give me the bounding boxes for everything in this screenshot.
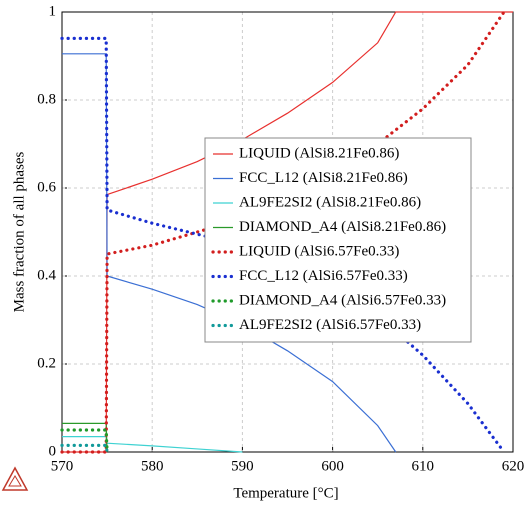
x-axis-label: Temperature [°C] [233, 485, 338, 501]
series-line [62, 422, 108, 453]
series-line [60, 443, 109, 454]
legend-box [204, 137, 472, 343]
x-tick-label: 590 [231, 458, 254, 474]
x-tick-label: 620 [502, 458, 525, 474]
series-line [60, 428, 109, 454]
legend-label: LIQUID (AlSi6.57Fe0.33) [239, 243, 399, 259]
legend-label: DIAMOND_A4 (AlSi6.57Fe0.33) [239, 292, 446, 308]
legend-label: AL9FE2SI2 (AlSi6.57Fe0.33) [239, 317, 421, 333]
series-line [60, 10, 506, 454]
legend-label: LIQUID (AlSi8.21Fe0.86) [239, 145, 399, 161]
y-tick-label: 0.8 [37, 91, 56, 107]
y-axis-label: Mass fraction of all phases [11, 151, 27, 312]
legend-label: FCC_L12 (AlSi8.21Fe0.86) [239, 170, 408, 186]
legend-label: AL9FE2SI2 (AlSi8.21Fe0.86) [239, 194, 421, 210]
x-tick-label: 600 [321, 458, 344, 474]
x-tick-label: 580 [141, 458, 164, 474]
legend-label: DIAMOND_A4 (AlSi8.21Fe0.86) [239, 219, 446, 235]
legend: LIQUID (AlSi8.21Fe0.86) FCC_L12 (AlSi8.21… [204, 137, 472, 343]
logo [1, 466, 29, 491]
y-tick-label: 1 [49, 3, 57, 19]
y-tick-label: 0 [49, 443, 57, 459]
series-line [62, 436, 243, 453]
y-tick-label: 0.6 [37, 179, 56, 195]
x-tick-label: 610 [412, 458, 435, 474]
y-tick-label: 0.4 [37, 267, 56, 283]
y-tick-label: 0.2 [37, 355, 56, 371]
x-tick-label: 570 [51, 458, 74, 474]
legend-label: FCC_L12 (AlSi6.57Fe0.33) [239, 268, 408, 284]
plot-frame [61, 11, 514, 453]
